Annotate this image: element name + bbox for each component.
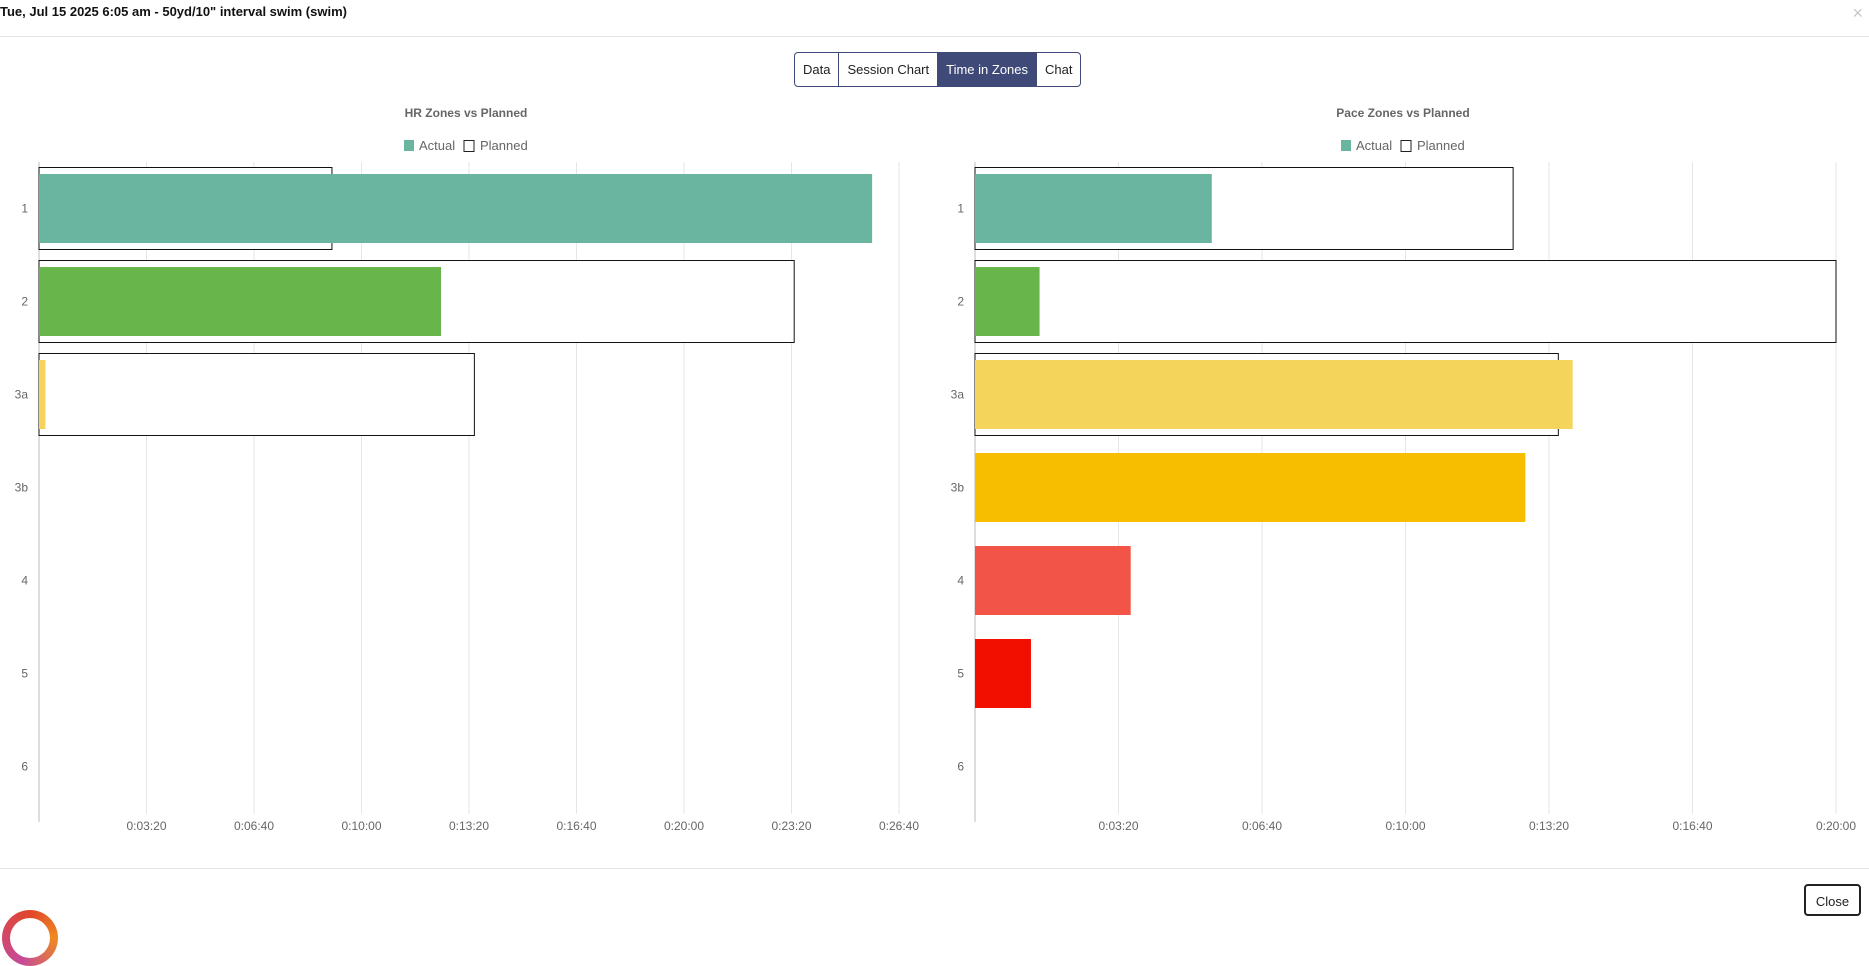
modal-title: Tue, Jul 15 2025 6:05 am - 50yd/10" inte… [0, 4, 347, 19]
zone-charts: HR Zones vs Planned Actual Planned 0:03:20 0… [15, 106, 1857, 833]
bar-actual[interactable] [975, 267, 1040, 336]
y-tick-label: 2 [21, 295, 28, 309]
x-tick-label: 0:10:00 [1385, 819, 1425, 833]
y-tick-label: 3b [951, 481, 965, 495]
legend-swatch-planned [1400, 140, 1412, 152]
bar-actual[interactable] [39, 360, 46, 429]
close-icon[interactable]: × [1852, 3, 1863, 23]
y-tick-label: 1 [957, 202, 964, 216]
y-tick-label: 5 [957, 667, 964, 681]
bar-actual[interactable] [975, 546, 1131, 615]
bar-actual[interactable] [975, 453, 1526, 522]
bar-actual[interactable] [975, 360, 1573, 429]
brand-logo [2, 910, 58, 966]
x-tick-label: 0:06:40 [1242, 819, 1282, 833]
bar-actual[interactable] [39, 267, 442, 336]
x-tick-label: 0:10:00 [341, 819, 381, 833]
y-tick-label: 3b [15, 481, 29, 495]
legend-label-planned: Planned [480, 138, 528, 153]
y-tick-label: 6 [21, 760, 28, 774]
x-tick-label: 0:23:20 [771, 819, 811, 833]
tab-session-chart[interactable]: Session Chart [838, 52, 939, 87]
tab-time-in-zones[interactable]: Time in Zones [937, 52, 1038, 87]
legend-swatch-actual [1341, 140, 1351, 151]
legend-swatch-planned [463, 140, 475, 152]
view-tabs: Data Session Chart Time in Zones Chat [794, 52, 1082, 87]
close-button[interactable]: Close [1804, 884, 1861, 916]
bar-actual[interactable] [975, 174, 1212, 243]
bar-actual[interactable] [39, 174, 873, 243]
y-tick-label: 3a [951, 388, 965, 402]
legend-label-planned: Planned [1417, 138, 1465, 153]
modal-header: Tue, Jul 15 2025 6:05 am - 50yd/10" inte… [0, 0, 1869, 37]
x-tick-label: 0:16:40 [556, 819, 596, 833]
x-tick-label: 0:06:40 [234, 819, 274, 833]
x-tick-label: 0:03:20 [126, 819, 166, 833]
y-tick-label: 4 [21, 574, 28, 588]
bar-actual[interactable] [975, 639, 1031, 708]
y-tick-label: 6 [957, 760, 964, 774]
y-tick-label: 5 [21, 667, 28, 681]
legend-label-actual: Actual [419, 138, 455, 153]
x-tick-label: 0:03:20 [1098, 819, 1138, 833]
x-tick-label: 0:16:40 [1672, 819, 1712, 833]
footer-divider [0, 868, 1869, 869]
x-tick-label: 0:20:00 [1816, 819, 1856, 833]
y-tick-label: 4 [957, 574, 964, 588]
y-tick-label: 3a [15, 388, 29, 402]
x-tick-label: 0:20:00 [664, 819, 704, 833]
legend-swatch-actual [404, 140, 414, 151]
x-tick-label: 0:26:40 [879, 819, 919, 833]
y-tick-label: 1 [21, 202, 28, 216]
tab-data[interactable]: Data [794, 52, 840, 87]
tab-chat[interactable]: Chat [1036, 52, 1082, 87]
bar-planned[interactable] [38, 353, 475, 436]
y-tick-label: 2 [957, 295, 964, 309]
x-tick-label: 0:13:20 [449, 819, 489, 833]
chart-title: HR Zones vs Planned [405, 106, 528, 120]
chart-title: Pace Zones vs Planned [1336, 106, 1469, 120]
legend-label-actual: Actual [1356, 138, 1392, 153]
x-tick-label: 0:13:20 [1529, 819, 1569, 833]
bar-planned[interactable] [974, 260, 1837, 343]
